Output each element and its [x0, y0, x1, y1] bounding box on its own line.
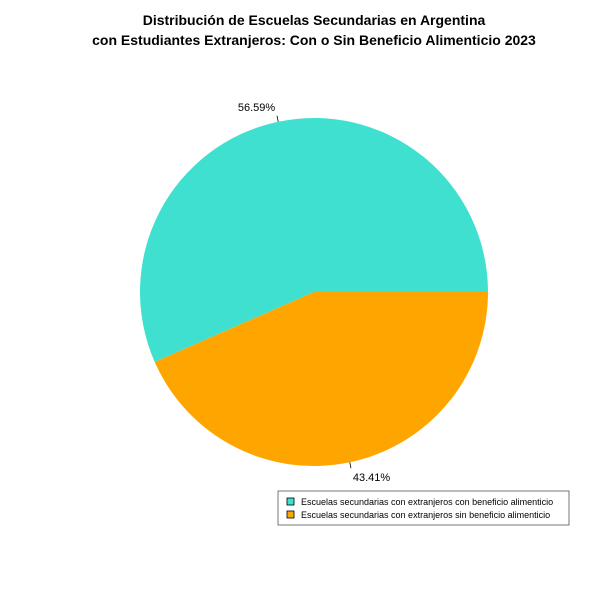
- pie-slice: [140, 118, 488, 363]
- chart-title: Distribución de Escuelas Secundarias en …: [143, 12, 486, 28]
- slice-percentage-label: 43.41%: [353, 472, 391, 484]
- legend-swatch: [286, 497, 295, 506]
- legend-swatch: [286, 510, 295, 519]
- percentage-labels: 56.59% 43.41%: [238, 102, 391, 484]
- legend-box: [277, 490, 570, 526]
- pie-slice: [154, 292, 488, 467]
- label-leader-line: [276, 115, 279, 122]
- pie-slices: [140, 118, 488, 467]
- chart-subtitle: con Estudiantes Extranjeros: Con o Sin B…: [92, 32, 536, 48]
- slice-percentage-label: 56.59%: [238, 102, 276, 114]
- label-leader-line: [349, 462, 352, 469]
- legend-label: Escuelas secundarias con extranjeros sin…: [301, 510, 550, 520]
- legend-label: Escuelas secundarias con extranjeros con…: [301, 497, 553, 507]
- legend: Escuelas secundarias con extranjeros con…: [277, 490, 570, 526]
